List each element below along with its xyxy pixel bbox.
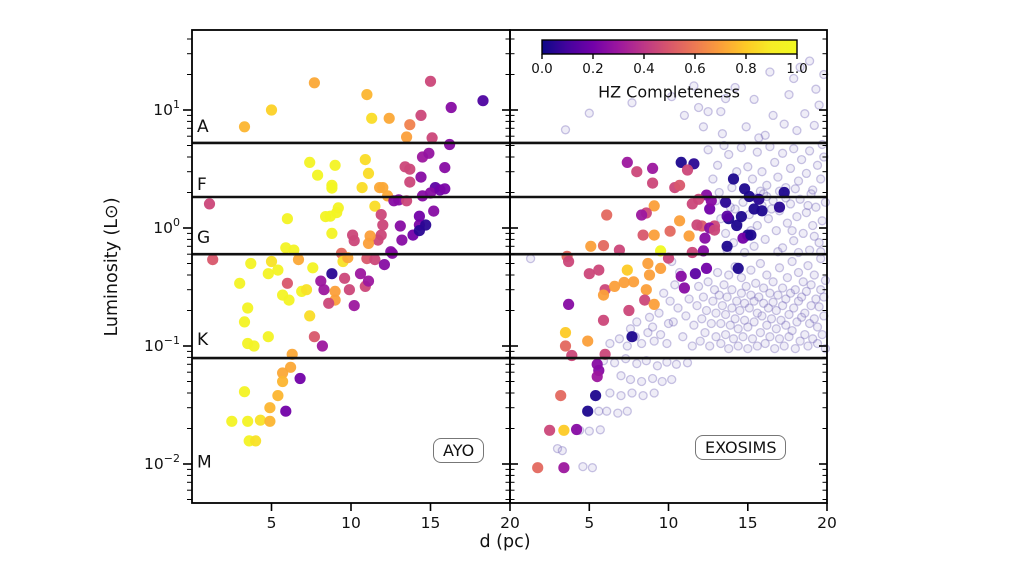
- colorbar: 0.0 0.2 0.4 0.6 0.8 1.0: [531, 39, 808, 77]
- svg-text:20: 20: [817, 514, 837, 532]
- panel-badge-ayo: AYO: [433, 438, 485, 463]
- svg-text:G: G: [197, 228, 210, 248]
- y-axis-minor-ticks: [187, 38, 827, 500]
- svg-text:10: 10: [659, 514, 679, 532]
- x-axis-label: d (pc): [479, 532, 531, 552]
- spectral-class-labels: A F G K M: [197, 117, 212, 472]
- scatter-points-ayo: [203, 75, 489, 447]
- svg-text:5: 5: [584, 514, 594, 532]
- svg-text:1.0: 1.0: [786, 61, 807, 77]
- svg-text:A: A: [197, 117, 209, 137]
- y-axis-label: Luminosity (L⊙): [102, 197, 122, 337]
- svg-text:10−2: 10−2: [144, 452, 180, 473]
- svg-text:0.4: 0.4: [633, 61, 654, 77]
- svg-text:10−1: 10−1: [144, 334, 180, 355]
- svg-text:10: 10: [341, 514, 361, 532]
- svg-text:15: 15: [421, 514, 441, 532]
- x-axis-ticks: [270, 503, 828, 511]
- svg-text:F: F: [197, 175, 207, 195]
- svg-text:M: M: [197, 453, 212, 473]
- svg-text:100: 100: [153, 216, 180, 237]
- y-tick-labels: 101 100 10−1 10−2: [144, 98, 180, 473]
- colorbar-label: HZ Completeness: [598, 82, 740, 102]
- svg-text:101: 101: [153, 98, 180, 119]
- svg-text:K: K: [197, 330, 209, 350]
- svg-text:0.6: 0.6: [684, 61, 705, 77]
- svg-text:20: 20: [500, 514, 520, 532]
- panel-badge-exosims: EXOSIMS: [695, 435, 787, 460]
- y-axis-ticks: [183, 109, 827, 465]
- x-tick-labels: 5 10 15 20 5 10 15 20: [267, 514, 837, 532]
- svg-text:15: 15: [738, 514, 758, 532]
- svg-text:0.0: 0.0: [531, 61, 552, 77]
- svg-text:5: 5: [267, 514, 277, 532]
- background-points: [525, 56, 831, 473]
- svg-text:0.8: 0.8: [735, 61, 756, 77]
- svg-text:0.2: 0.2: [582, 61, 603, 77]
